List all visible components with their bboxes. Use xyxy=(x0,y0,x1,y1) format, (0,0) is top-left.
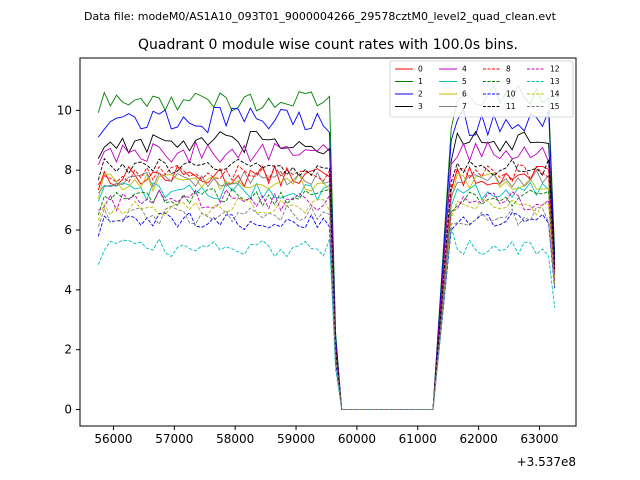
legend-label-4: 4 xyxy=(462,65,467,74)
legend-label-12: 12 xyxy=(550,65,560,74)
series-line-10 xyxy=(97,211,556,410)
y-tick-label: 0 xyxy=(64,403,72,417)
chart-title: Quadrant 0 module wise count rates with … xyxy=(138,37,518,53)
series-line-4 xyxy=(97,140,556,410)
x-tick-label: 57000 xyxy=(155,432,193,446)
series-line-6 xyxy=(97,172,556,410)
legend-label-10: 10 xyxy=(506,90,516,99)
series-line-9 xyxy=(97,187,556,410)
legend-label-3: 3 xyxy=(418,102,423,111)
series-line-3 xyxy=(97,130,556,410)
chart-suptitle: Data file: modeM0/AS1A10_093T01_90000042… xyxy=(84,10,557,23)
y-tick-label: 8 xyxy=(64,163,72,177)
y-axis: 0 2 4 6 8 10 xyxy=(57,103,80,417)
legend-label-9: 9 xyxy=(506,77,511,86)
x-tick-label: 60000 xyxy=(338,432,376,446)
series-line-5 xyxy=(97,181,556,410)
legend-label-14: 14 xyxy=(550,90,560,99)
series-line-15 xyxy=(97,204,556,410)
legend-label-11: 11 xyxy=(506,102,516,111)
legend-label-5: 5 xyxy=(462,77,467,86)
x-tick-label: 59000 xyxy=(277,432,315,446)
series-line-11 xyxy=(97,157,556,410)
plot-area xyxy=(97,84,556,410)
x-tick-label: 61000 xyxy=(399,432,437,446)
x-tick-label: 56000 xyxy=(94,432,132,446)
y-tick-label: 2 xyxy=(64,343,72,357)
legend-label-7: 7 xyxy=(462,102,467,111)
x-offset-label: +3.537e8 xyxy=(517,455,576,469)
series-line-8 xyxy=(97,163,556,410)
x-tick-label: 62000 xyxy=(460,432,498,446)
series-line-12 xyxy=(98,189,556,410)
series-line-13 xyxy=(97,226,556,410)
x-tick-label: 58000 xyxy=(216,432,254,446)
series-line-7 xyxy=(97,169,556,410)
legend-box xyxy=(389,60,574,118)
legend-label-8: 8 xyxy=(506,65,511,74)
y-tick-label: 6 xyxy=(64,223,72,237)
legend-label-15: 15 xyxy=(550,102,560,111)
series-line-14 xyxy=(97,197,556,410)
series-line-2 xyxy=(97,106,556,410)
y-tick-label: 10 xyxy=(57,103,72,117)
axes-frame xyxy=(79,57,577,427)
series-line-0 xyxy=(97,164,556,410)
x-tick-label: 63000 xyxy=(520,432,558,446)
series-line-1 xyxy=(97,84,556,410)
legend-label-6: 6 xyxy=(462,90,467,99)
legend-label-1: 1 xyxy=(418,77,423,86)
x-axis: 56000 57000 58000 59000 60000 61000 62000 63000 xyxy=(94,426,559,446)
y-tick-label: 4 xyxy=(64,283,72,297)
legend-label-13: 13 xyxy=(550,77,560,86)
legend-label-0: 0 xyxy=(418,65,423,74)
legend-label-2: 2 xyxy=(418,90,423,99)
